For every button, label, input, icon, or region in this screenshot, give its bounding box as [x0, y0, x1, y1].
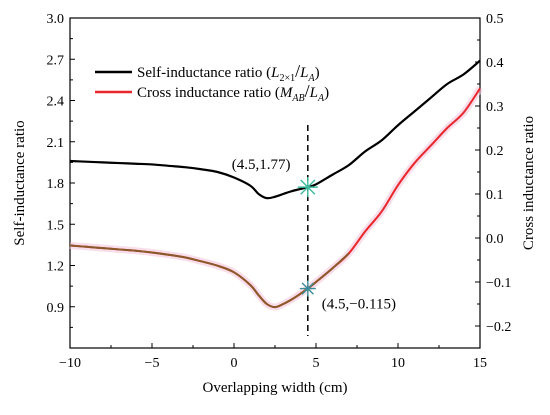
marker-stroke: [300, 179, 316, 195]
annotation-label-cross: (4.5,−0.115): [322, 297, 396, 313]
annotation-marker-self: [297, 177, 318, 198]
y-left-tick-label: 1.5: [47, 218, 65, 233]
y-right-tick-label: 0.3: [486, 100, 504, 115]
marker-stroke: [301, 282, 314, 295]
y-left-tick-label: 2.7: [47, 53, 65, 68]
x-tick-label: 10: [391, 356, 405, 371]
legend-label-cross: Cross inductance ratio (MAB/LA): [137, 81, 329, 104]
x-tick-label: −10: [59, 356, 81, 371]
legend: Self-inductance ratio (L2×1/LA) Cross in…: [95, 61, 329, 104]
x-axis-title: Overlapping width (cm): [203, 380, 348, 396]
annotation-label-self: (4.5,1.77): [232, 157, 291, 173]
y-right-tick-label: 0.0: [486, 232, 504, 247]
cross-inductance-series-overlay: [69, 244, 350, 309]
y-right-axis-title: Cross inductance ratio: [521, 116, 537, 250]
x-axis-ticks: −10 −5 0 5 10 15: [59, 343, 487, 371]
x-tick-label: 5: [313, 356, 320, 371]
y-left-tick-label: 1.2: [47, 260, 65, 275]
x-tick-label: 0: [231, 356, 238, 371]
y-left-tick-label: 2.1: [47, 136, 65, 151]
y-left-axis-ticks: 0.9 1.2 1.5 1.8 2.1 2.4 2.7 3.0: [47, 12, 75, 328]
x-tick-label: 15: [473, 356, 487, 371]
y-right-tick-label: 0.5: [486, 12, 504, 27]
self-inductance-series-line: [69, 59, 481, 200]
x-tick-label: −5: [145, 356, 160, 371]
y-right-tick-label: 0.1: [486, 188, 504, 203]
y-right-tick-label: −0.2: [486, 320, 511, 335]
y-left-tick-label: 3.0: [47, 12, 65, 27]
y-right-tick-label: 0.2: [486, 144, 504, 159]
annotation-marker-cross: [299, 280, 316, 297]
y-left-tick-label: 2.4: [47, 95, 65, 110]
y-right-axis-ticks: −0.2 −0.1 0.0 0.1 0.2 0.3 0.4 0.5: [475, 12, 511, 349]
y-left-axis-title: Self-inductance ratio: [12, 120, 28, 245]
legend-label-self: Self-inductance ratio (L2×1/LA): [137, 61, 320, 84]
y-left-tick-label: 1.8: [47, 177, 65, 192]
y-right-tick-label: 0.4: [486, 56, 504, 71]
y-right-tick-label: −0.1: [486, 276, 511, 291]
y-left-tick-label: 0.9: [47, 301, 65, 316]
